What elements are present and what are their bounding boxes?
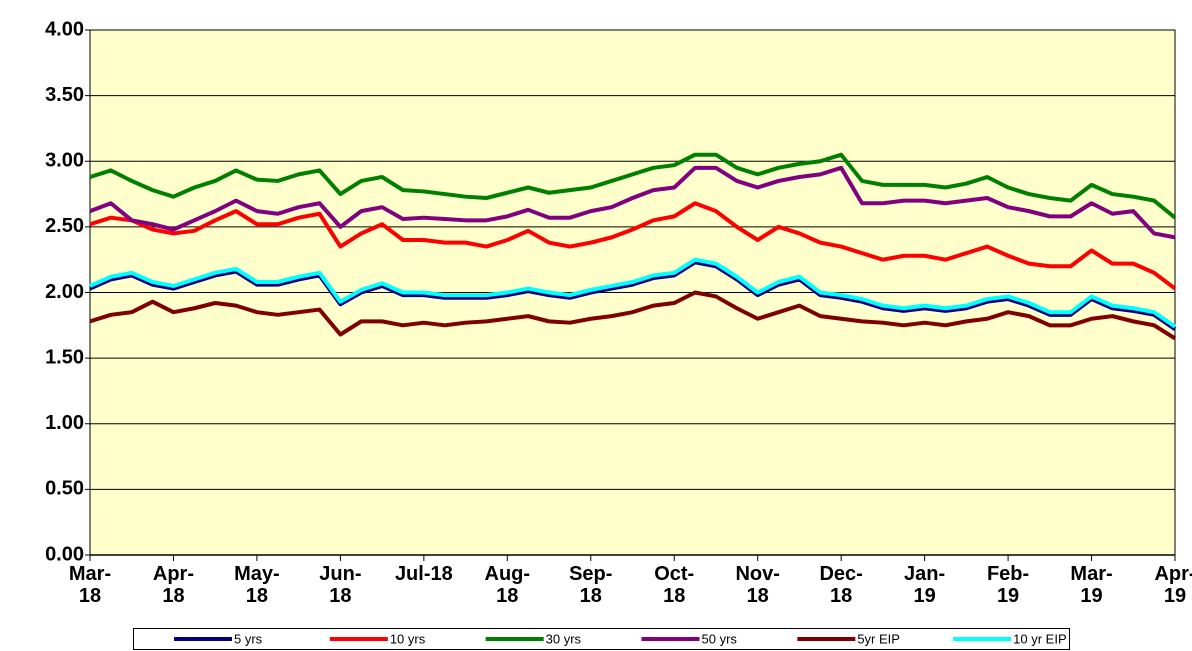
legend-label: 50 yrs <box>702 631 738 646</box>
y-tick-label: 2.00 <box>45 281 84 303</box>
x-tick-label: Jan-19 <box>904 563 946 607</box>
x-tick-label: Sep-18 <box>569 563 613 607</box>
x-tick-label: Feb-19 <box>986 563 1030 607</box>
series-line <box>89 165 1176 240</box>
series-line <box>89 201 1177 291</box>
y-tick-label: 1.00 <box>45 412 84 434</box>
x-tick-label: Oct-18 <box>654 563 695 607</box>
x-tick-label: May-18 <box>234 563 280 607</box>
legend-label: 30 yrs <box>546 631 582 646</box>
legend: 5 yrs 10 yrs 30 yrs 50 yrs 5yr EIP 10 yr EIP <box>133 628 1070 650</box>
y-tick-label: 3.00 <box>45 150 84 172</box>
y-tick-label: 2.50 <box>45 215 84 237</box>
legend-label: 10 yrs <box>390 631 426 646</box>
series-line <box>89 152 1177 220</box>
series-line <box>89 260 1177 331</box>
y-tick-label: 0.00 <box>45 543 84 565</box>
y-tick-label: 3.50 <box>45 84 84 106</box>
y-tick-label: 4.00 <box>45 18 84 40</box>
x-tick-label: Jun-18 <box>319 563 362 607</box>
x-tick-label: Jul-18 <box>394 563 453 585</box>
y-tick-label: 1.50 <box>45 346 84 368</box>
x-tick-label: Nov-18 <box>735 563 780 607</box>
x-tick-label: Mar-18 <box>68 563 112 607</box>
legend-label: 10 yr EIP <box>1013 631 1066 646</box>
legend-label: 5 yrs <box>234 631 263 646</box>
series-line <box>89 257 1177 329</box>
legend-svg: 5 yrs 10 yrs 30 yrs 50 yrs 5yr EIP 10 yr EIP <box>174 631 1067 646</box>
legend-label: 5yr EIP <box>857 631 900 646</box>
x-tick-label: Mar-19 <box>1070 563 1113 607</box>
x-tick-label: Aug-18 <box>484 563 531 607</box>
x-tick-label: Dec-18 <box>819 563 863 607</box>
series-line <box>89 290 1177 341</box>
x-tick-label: Apr-18 <box>152 563 194 607</box>
y-tick-label: 0.50 <box>45 478 84 500</box>
x-tick-label: Apr-19 <box>1154 563 1192 607</box>
